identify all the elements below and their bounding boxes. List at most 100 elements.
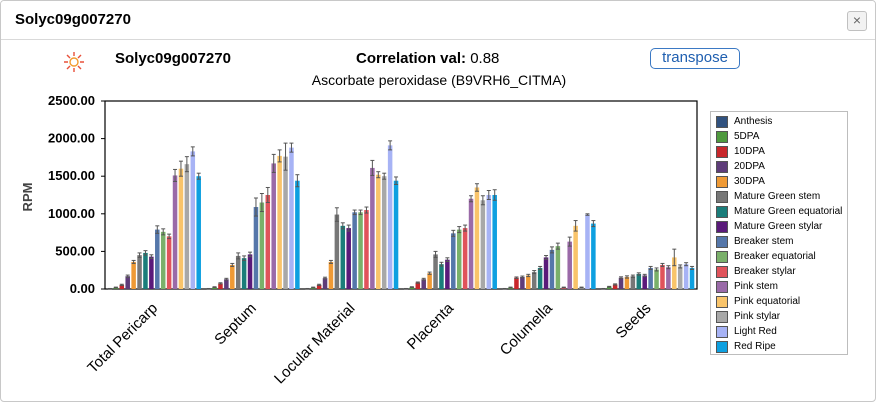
- close-button[interactable]: ×: [847, 11, 867, 31]
- bar: [352, 212, 357, 289]
- x-tick-label: Locular Material: [271, 300, 358, 387]
- bar: [322, 278, 328, 289]
- legend-swatch: [716, 341, 728, 353]
- legend-swatch: [716, 176, 728, 188]
- bar: [474, 187, 480, 289]
- bar: [486, 195, 492, 289]
- bar: [421, 279, 426, 289]
- bar: [125, 276, 130, 289]
- bar: [155, 229, 160, 289]
- legend-label: Pink stylar: [734, 311, 781, 322]
- legend-label: Pink equatorial: [734, 296, 801, 307]
- legend-label: Pink stem: [734, 281, 778, 292]
- bar: [636, 273, 642, 289]
- legend-item[interactable]: Breaker stylar: [716, 266, 796, 280]
- legend-item[interactable]: Breaker equatorial: [716, 251, 816, 265]
- chart-legend: Anthesis 5DPA 10DPA 20DPA 30DPA Mature Green …: [710, 111, 848, 355]
- bar: [364, 210, 369, 289]
- legend-label: Mature Green stem: [734, 191, 821, 202]
- legend-swatch: [716, 326, 728, 338]
- bar: [387, 145, 393, 289]
- bar: [683, 264, 689, 289]
- bar: [328, 261, 334, 289]
- bar: [393, 180, 399, 289]
- bar: [277, 155, 282, 289]
- legend-item[interactable]: 20DPA: [716, 161, 765, 175]
- bar: [415, 282, 421, 289]
- legend-item[interactable]: Light Red: [716, 326, 777, 340]
- x-tick-label: Seeds: [612, 300, 654, 342]
- legend-item[interactable]: Pink stem: [716, 281, 778, 295]
- bar: [462, 228, 468, 289]
- transpose-button[interactable]: transpose: [650, 48, 740, 69]
- bar: [456, 229, 462, 289]
- legend-swatch: [716, 131, 728, 143]
- bar: [166, 236, 172, 289]
- legend-label: Breaker stylar: [734, 266, 796, 277]
- bar: [283, 156, 288, 289]
- bar: [137, 255, 142, 289]
- bar: [340, 225, 346, 289]
- legend-label: Light Red: [734, 326, 777, 337]
- y-tick-label: 0.00: [70, 281, 95, 296]
- correlation-text: Correlation val: 0.88: [356, 50, 499, 67]
- bar: [526, 275, 531, 289]
- bar: [567, 241, 572, 289]
- bar: [271, 163, 276, 289]
- legend-item[interactable]: Mature Green stylar: [716, 221, 822, 235]
- bar: [190, 151, 196, 289]
- legend-swatch: [716, 296, 728, 308]
- bar: [514, 277, 519, 289]
- bar: [630, 276, 636, 289]
- bar: [689, 267, 695, 289]
- bar: [492, 195, 497, 289]
- gene-name: Solyc09g007270: [115, 50, 231, 67]
- y-tick-label: 1500.00: [48, 168, 95, 183]
- legend-label: Breaker equatorial: [734, 251, 816, 262]
- bar: [381, 176, 387, 289]
- bar: [555, 246, 561, 289]
- bar: [427, 273, 432, 289]
- bar: [316, 284, 322, 289]
- legend-swatch: [716, 236, 728, 248]
- bar: [543, 257, 549, 289]
- bar: [549, 249, 555, 289]
- bar: [520, 276, 525, 289]
- legend-swatch: [716, 266, 728, 278]
- bar: [230, 264, 235, 289]
- bar: [131, 261, 136, 289]
- legend-label: 20DPA: [734, 161, 765, 172]
- bar: [259, 202, 265, 289]
- bar: [196, 176, 201, 289]
- bar: [143, 252, 148, 289]
- bar: [439, 264, 444, 289]
- bar: [468, 198, 474, 289]
- x-tick-label: Septum: [211, 300, 260, 349]
- legend-item[interactable]: Mature Green equatorial: [716, 206, 842, 220]
- legend-item[interactable]: Anthesis: [716, 116, 772, 130]
- bar: [241, 258, 247, 289]
- legend-label: Red Ripe: [734, 341, 776, 352]
- bar: [149, 256, 154, 289]
- bar: [409, 287, 415, 289]
- bar: [172, 175, 178, 289]
- legend-item[interactable]: Pink stylar: [716, 311, 780, 325]
- legend-item[interactable]: 10DPA: [716, 146, 765, 160]
- bar: [253, 207, 259, 289]
- bar: [160, 231, 166, 289]
- legend-item[interactable]: Breaker stem: [716, 236, 793, 250]
- bar: [370, 167, 375, 289]
- legend-item[interactable]: Mature Green stem: [716, 191, 820, 205]
- bar: [334, 214, 340, 289]
- bar: [445, 259, 450, 289]
- bar: [265, 195, 271, 289]
- y-axis-label: RPM: [20, 183, 35, 212]
- y-tick-label: 500.00: [55, 243, 95, 258]
- legend-item[interactable]: 5DPA: [716, 131, 759, 145]
- legend-swatch: [716, 191, 728, 203]
- legend-item[interactable]: 30DPA: [716, 176, 765, 190]
- legend-label: Breaker stem: [734, 236, 794, 247]
- legend-item[interactable]: Red Ripe: [716, 341, 776, 355]
- legend-item[interactable]: Pink equatorial: [716, 296, 800, 310]
